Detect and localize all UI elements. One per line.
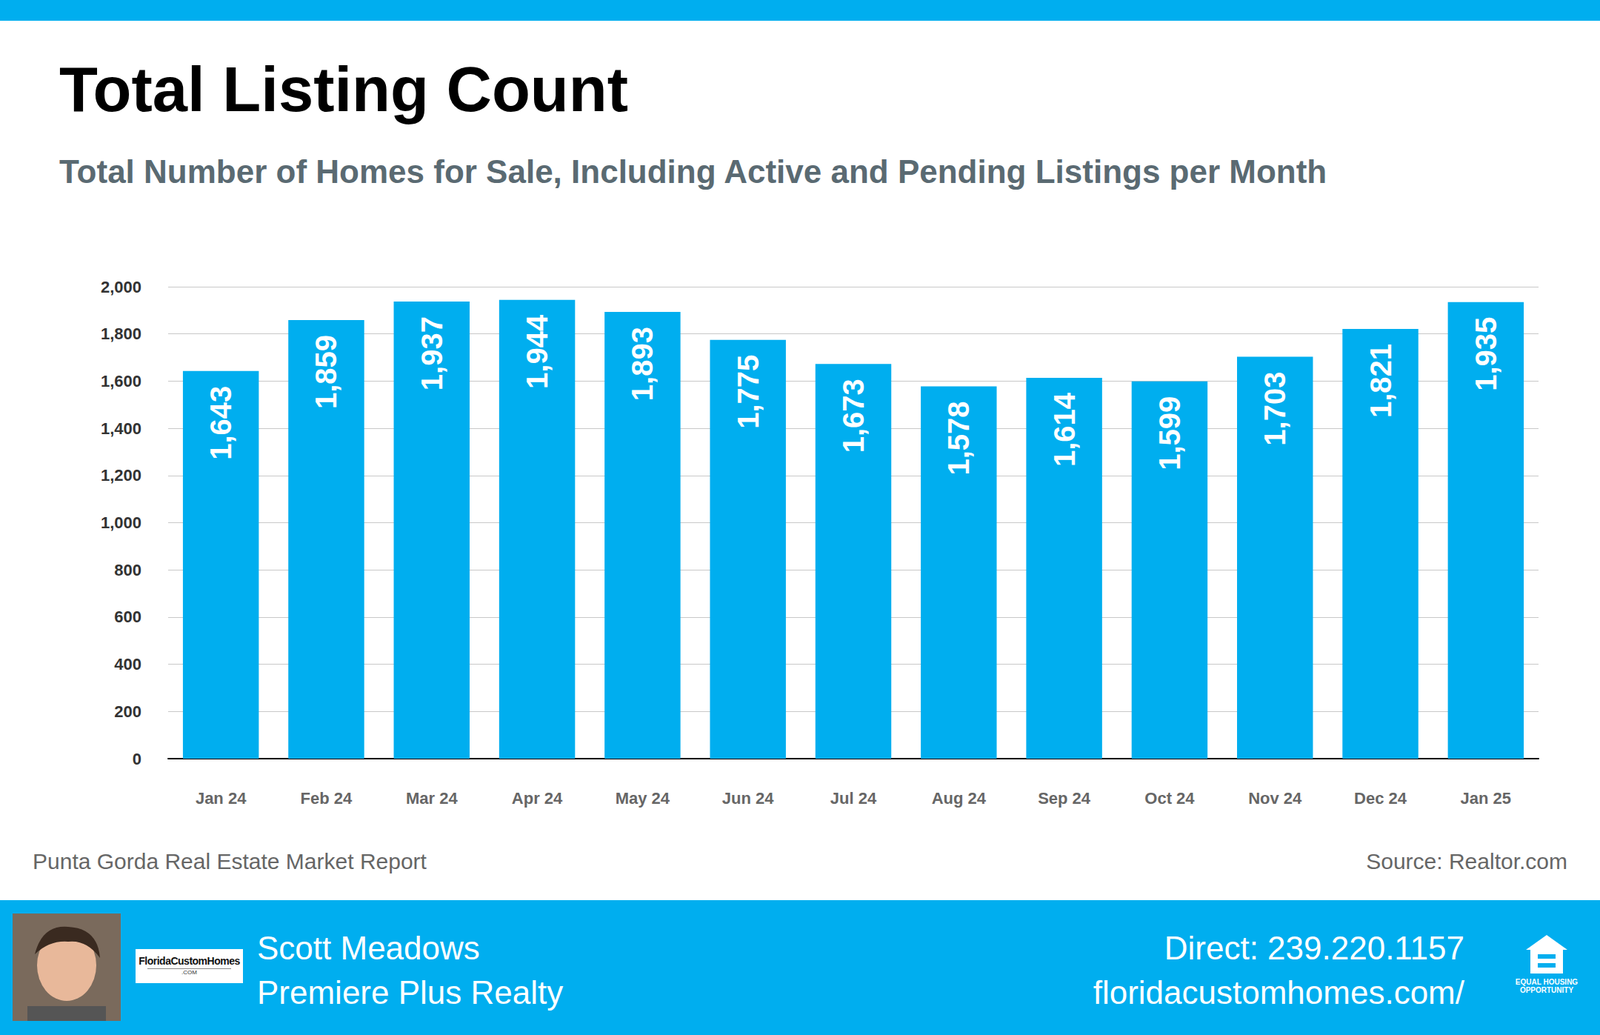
svg-text:200: 200 [114,702,142,721]
svg-text:1,944: 1,944 [520,314,554,389]
svg-text:1,775: 1,775 [731,354,765,429]
svg-text:1,800: 1,800 [100,324,142,343]
html-text:FloridaCustomHomes: FloridaCustomHomes [138,954,240,967]
svg-text:2,000: 2,000 [100,277,142,297]
html-text:EQUAL HOUSING OPPORTUNITY: EQUAL HOUSING OPPORTUNITY [1515,977,1578,995]
html-text:Source: Realtor.com: Source: Realtor.com [1366,848,1568,874]
svg-text:Jan 24: Jan 24 [195,788,247,808]
svg-text:1,599: 1,599 [1153,396,1186,471]
svg-text:1,000: 1,000 [100,513,142,532]
svg-text:1,859: 1,859 [309,334,343,409]
svg-text:Sep 24: Sep 24 [1037,788,1092,808]
svg-text:1,578: 1,578 [942,400,975,475]
html-text:Direct: 239.220.1157: Direct: 239.220.1157 [1164,929,1465,966]
svg-text:600: 600 [114,607,142,626]
svg-text:1,600: 1,600 [100,371,142,391]
svg-text:1,673: 1,673 [837,378,870,453]
svg-text:1,703: 1,703 [1258,371,1292,446]
svg-text:1,400: 1,400 [100,419,142,438]
svg-text:Jan 25: Jan 25 [1460,788,1512,808]
svg-text:1,937: 1,937 [415,316,449,391]
svg-text:Apr 24: Apr 24 [511,788,563,808]
svg-text:1,643: 1,643 [204,385,238,460]
html-text:floridacustomhomes.com/: floridacustomhomes.com/ [1093,974,1465,1011]
svg-text:Aug 24: Aug 24 [931,788,987,808]
svg-text:0: 0 [132,749,142,769]
svg-text:May 24: May 24 [615,788,671,808]
svg-text:1,614: 1,614 [1048,391,1081,467]
html-text:Premiere Plus Realty: Premiere Plus Realty [257,974,564,1011]
svg-text:Jun 24: Jun 24 [722,788,775,808]
html-text:Scott Meadows: Scott Meadows [257,929,480,966]
svg-text:Oct 24: Oct 24 [1144,788,1195,808]
html-text:Punta Gorda Real Estate Market: Punta Gorda Real Estate Market Report [32,848,427,874]
svg-text:1,935: 1,935 [1469,317,1503,392]
svg-text:1,821: 1,821 [1364,343,1398,418]
svg-text:800: 800 [114,560,142,580]
html-text:.COM: .COM [181,968,197,976]
html-text:Total Number of Homes for Sale: Total Number of Homes for Sale, Includin… [59,153,1327,190]
svg-text:Feb 24: Feb 24 [300,788,353,808]
svg-text:1,200: 1,200 [100,465,142,485]
svg-text:1,893: 1,893 [625,326,659,401]
html-text:Total Listing Count: Total Listing Count [59,54,629,125]
svg-text:400: 400 [114,654,142,674]
svg-text:Jul 24: Jul 24 [830,788,878,808]
svg-text:Dec 24: Dec 24 [1354,788,1408,808]
svg-text:Mar 24: Mar 24 [405,788,458,808]
svg-text:Nov 24: Nov 24 [1248,788,1303,808]
